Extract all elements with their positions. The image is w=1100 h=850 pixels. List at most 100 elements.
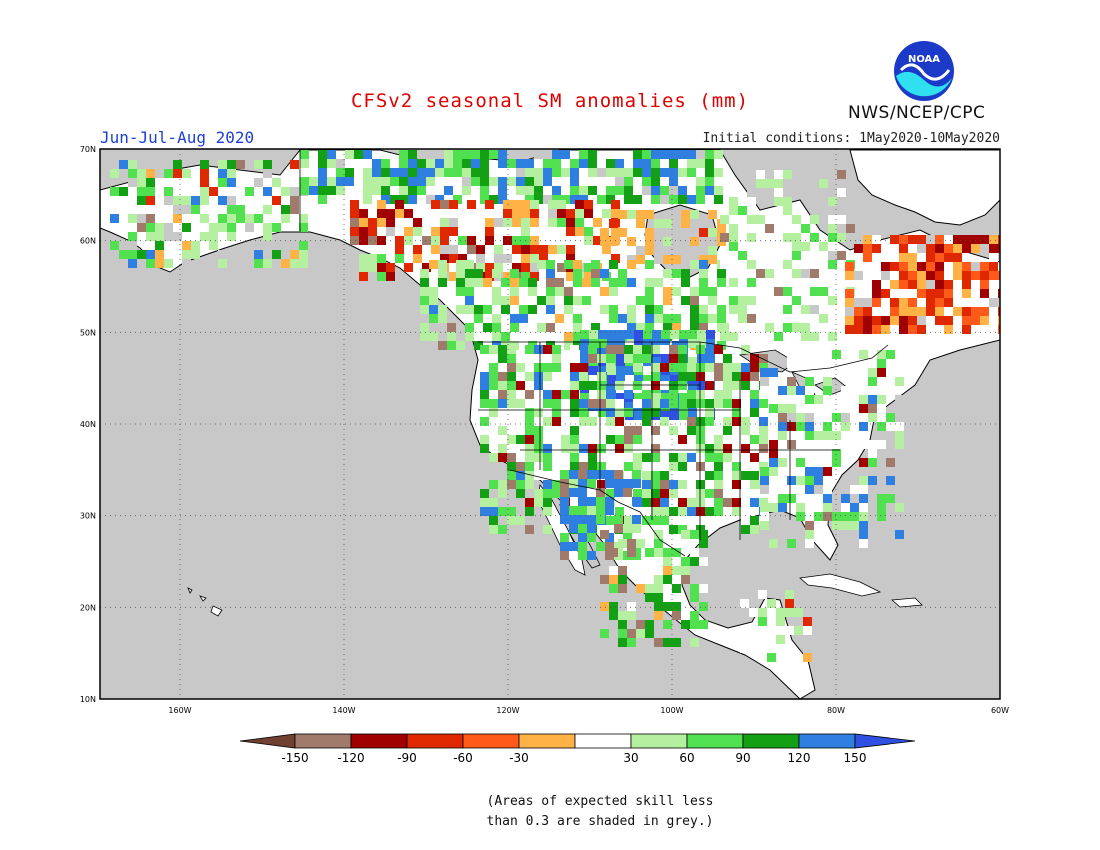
anomaly-cell <box>480 195 489 204</box>
anomaly-cell <box>596 515 605 524</box>
anomaly-cell <box>792 269 801 278</box>
anomaly-cell <box>435 159 444 168</box>
anomaly-cell <box>498 381 507 390</box>
anomaly-cell <box>552 168 561 177</box>
anomaly-cell <box>587 533 596 542</box>
anomaly-cell <box>512 209 521 218</box>
anomaly-cell <box>741 372 750 381</box>
anomaly-cell <box>699 602 708 611</box>
anomaly-cell <box>417 159 426 168</box>
anomaly-cell <box>660 381 669 390</box>
anomaly-cell <box>787 422 796 431</box>
anomaly-cell <box>300 186 309 195</box>
anomaly-cell <box>651 345 660 354</box>
anomaly-cell <box>507 363 516 372</box>
anomaly-cell <box>534 177 543 186</box>
anomaly-cell <box>750 498 759 507</box>
anomaly-cell <box>552 354 561 363</box>
anomaly-cell <box>350 218 359 227</box>
anomaly-cell <box>732 381 741 390</box>
anomaly-cell <box>729 197 738 206</box>
anomaly-cell <box>485 263 494 272</box>
anomaly-cell <box>663 296 672 305</box>
anomaly-cell <box>633 381 642 390</box>
anomaly-cell <box>729 296 738 305</box>
anomaly-cell <box>760 377 769 386</box>
anomaly-cell <box>714 195 723 204</box>
anomaly-cell <box>661 375 670 384</box>
anomaly-cell <box>146 214 155 223</box>
anomaly-cell <box>845 316 854 325</box>
anomaly-cell <box>570 381 579 390</box>
anomaly-cell <box>705 444 714 453</box>
anomaly-cell <box>489 345 498 354</box>
anomaly-cell <box>741 525 750 534</box>
anomaly-cell <box>627 602 636 611</box>
anomaly-cell <box>350 227 359 236</box>
anomaly-cell <box>609 305 618 314</box>
anomaly-cell <box>429 296 438 305</box>
anomaly-cell <box>560 497 569 506</box>
anomaly-cell <box>917 262 926 271</box>
anomaly-cell <box>690 638 699 647</box>
anomaly-cell <box>618 611 627 620</box>
anomaly-cell <box>606 408 615 417</box>
anomaly-cell <box>669 381 678 390</box>
anomaly-cell <box>399 168 408 177</box>
anomaly-cell <box>480 186 489 195</box>
anomaly-cell <box>598 348 607 357</box>
anomaly-cell <box>769 467 778 476</box>
anomaly-cell <box>651 372 660 381</box>
anomaly-cell <box>596 470 605 479</box>
anomaly-cell <box>521 227 530 236</box>
anomaly-cell <box>399 186 408 195</box>
anomaly-cell <box>507 462 516 471</box>
legend-arrow-right <box>854 733 916 749</box>
anomaly-cell <box>669 444 678 453</box>
anomaly-cell <box>877 413 886 422</box>
anomaly-cell <box>564 305 573 314</box>
anomaly-cell <box>560 533 569 542</box>
anomaly-cell <box>805 386 814 395</box>
anomaly-cell <box>498 186 507 195</box>
anomaly-cell <box>899 280 908 289</box>
anomaly-cell <box>850 404 859 413</box>
anomaly-cell <box>738 251 747 260</box>
anomaly-cell <box>485 200 494 209</box>
legend-swatch <box>462 733 520 749</box>
anomaly-cell <box>814 467 823 476</box>
anomaly-cell <box>227 169 236 178</box>
anomaly-cell <box>501 332 510 341</box>
anomaly-cell <box>534 168 543 177</box>
anomaly-cell <box>886 350 895 359</box>
anomaly-cell <box>696 471 705 480</box>
anomaly-cell <box>611 209 620 218</box>
anomaly-cell <box>642 354 651 363</box>
anomaly-cell <box>651 462 660 471</box>
anomaly-cell <box>854 307 863 316</box>
anomaly-cell <box>778 539 787 548</box>
anomaly-cell <box>805 377 814 386</box>
anomaly-cell <box>587 479 596 488</box>
anomaly-cell <box>507 480 516 489</box>
anomaly-cell <box>489 150 498 159</box>
anomaly-cell <box>796 458 805 467</box>
anomaly-cell <box>769 404 778 413</box>
anomaly-cell <box>485 227 494 236</box>
anomaly-cell <box>624 186 633 195</box>
anomaly-cell <box>399 177 408 186</box>
anomaly-cell <box>399 159 408 168</box>
anomaly-cell <box>908 253 917 262</box>
anomaly-cell <box>832 350 841 359</box>
anomaly-cell <box>660 489 669 498</box>
anomaly-cell <box>489 525 498 534</box>
anomaly-cell <box>552 480 561 489</box>
anomaly-cell <box>678 372 687 381</box>
anomaly-cell <box>546 260 555 269</box>
anomaly-cell <box>609 287 618 296</box>
anomaly-cell <box>832 404 841 413</box>
anomaly-cell <box>801 323 810 332</box>
anomaly-cell <box>591 323 600 332</box>
anomaly-cell <box>651 516 660 525</box>
anomaly-cell <box>971 307 980 316</box>
